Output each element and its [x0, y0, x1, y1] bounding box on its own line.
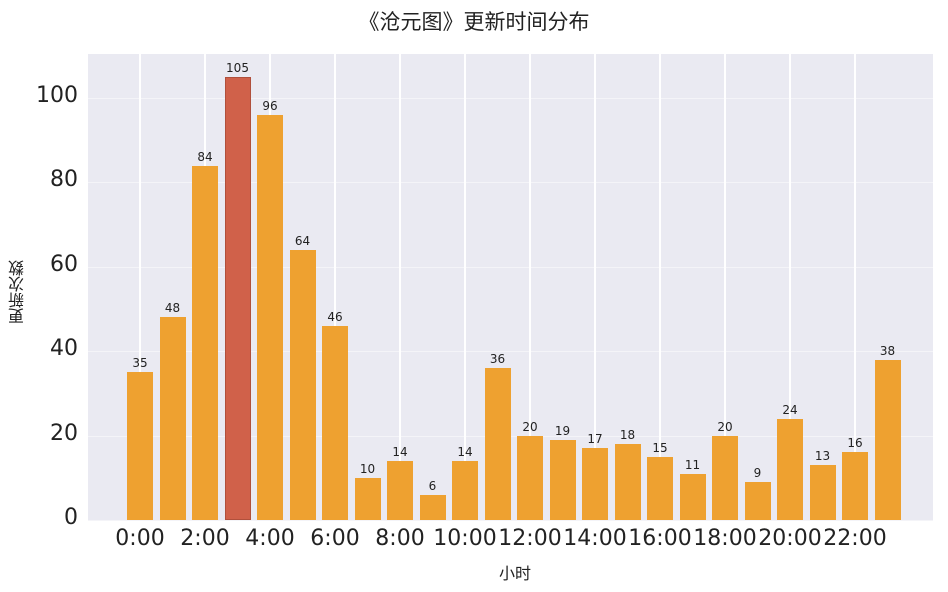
chart-title: 《沧元图》更新时间分布 [358, 10, 590, 34]
bar-value-label: 36 [489, 352, 506, 367]
x-tick-label: 16:00 [628, 526, 692, 551]
v-gridline [854, 54, 856, 520]
v-gridline [789, 54, 791, 520]
bar-value-label: 11 [684, 457, 701, 472]
v-gridline [659, 54, 661, 520]
bar [192, 165, 218, 520]
bar [517, 435, 543, 520]
y-tick-label: 0 [64, 505, 78, 530]
v-gridline [464, 54, 466, 520]
bar [224, 76, 251, 520]
bar [484, 368, 511, 520]
x-tick-label: 2:00 [180, 526, 230, 551]
bar-value-label: 14 [457, 444, 473, 459]
h-gridline [88, 435, 933, 437]
bar-value-label: 38 [879, 343, 896, 358]
bar [582, 448, 608, 520]
y-tick-label: 60 [50, 251, 78, 277]
bar-value-label: 84 [197, 149, 213, 164]
h-gridline [88, 266, 933, 268]
bar [647, 456, 673, 520]
bar [452, 460, 478, 520]
bar [679, 473, 706, 520]
x-tick-label: 4:00 [245, 526, 295, 551]
bar [322, 325, 348, 520]
bar [809, 465, 836, 520]
plot-area: 35 48 84 105 96 64 46 10 14 6 14 36 20 19 17 18 15 11 20 9 2… [88, 54, 933, 521]
h-gridline [88, 351, 933, 353]
x-tick-label: 8:00 [375, 526, 425, 551]
h-gridline [88, 520, 933, 521]
x-tick-label: 10:00 [433, 526, 497, 551]
v-gridline [594, 54, 596, 520]
bar-value-label: 15 [652, 440, 668, 455]
bar-value-label: 16 [847, 436, 863, 451]
bar-value-label: 17 [587, 432, 603, 447]
bar [842, 452, 868, 520]
bar [712, 435, 738, 520]
bar [419, 494, 446, 520]
bar-value-label: 10 [359, 461, 376, 476]
bar-value-label: 20 [522, 419, 538, 434]
bar [289, 249, 316, 520]
bar-value-label: 13 [814, 449, 831, 464]
bar-value-label: 35 [132, 356, 148, 371]
x-tick-label: 20:00 [758, 526, 822, 551]
bar [549, 439, 576, 520]
bar [257, 114, 283, 520]
v-gridline [399, 54, 401, 520]
v-gridline [529, 54, 531, 520]
bar-value-label: 24 [782, 402, 798, 417]
x-tick-label: 14:00 [563, 526, 627, 551]
h-gridline [88, 98, 933, 99]
bar-value-label: 6 [428, 478, 437, 493]
bar [614, 444, 641, 520]
x-tick-label: 18:00 [693, 526, 757, 551]
bar [777, 418, 803, 520]
y-tick-label: 20 [50, 420, 78, 446]
bar-value-label: 18 [619, 428, 636, 443]
y-axis-label: 更新次数 [8, 260, 27, 324]
bar-value-label: 46 [327, 309, 343, 324]
v-gridline [139, 54, 141, 520]
bar-value-label: 9 [753, 466, 762, 481]
h-gridline [88, 182, 933, 184]
v-gridline [334, 54, 336, 520]
bar-value-label: 14 [392, 444, 408, 459]
x-tick-label: 22:00 [823, 526, 887, 551]
bar-value-label: 105 [226, 60, 249, 75]
x-axis-label: 小时 [498, 564, 531, 583]
y-tick-label: 40 [50, 336, 78, 362]
y-tick-label: 100 [36, 83, 78, 108]
bar [354, 477, 381, 520]
x-tick-label: 12:00 [498, 526, 562, 551]
bar-value-label: 64 [294, 233, 311, 248]
bar-value-label: 19 [554, 423, 571, 438]
bar-value-label: 96 [262, 98, 278, 113]
bar [127, 372, 153, 520]
v-gridline [724, 54, 726, 520]
x-tick-label: 0:00 [115, 526, 165, 551]
bar [874, 359, 901, 520]
bar [744, 482, 771, 520]
bar-value-label: 20 [717, 419, 733, 434]
bar [159, 317, 186, 520]
bar [387, 460, 413, 520]
bar-value-label: 48 [164, 301, 181, 316]
y-tick-label: 80 [50, 167, 78, 193]
x-tick-label: 6:00 [310, 526, 360, 551]
